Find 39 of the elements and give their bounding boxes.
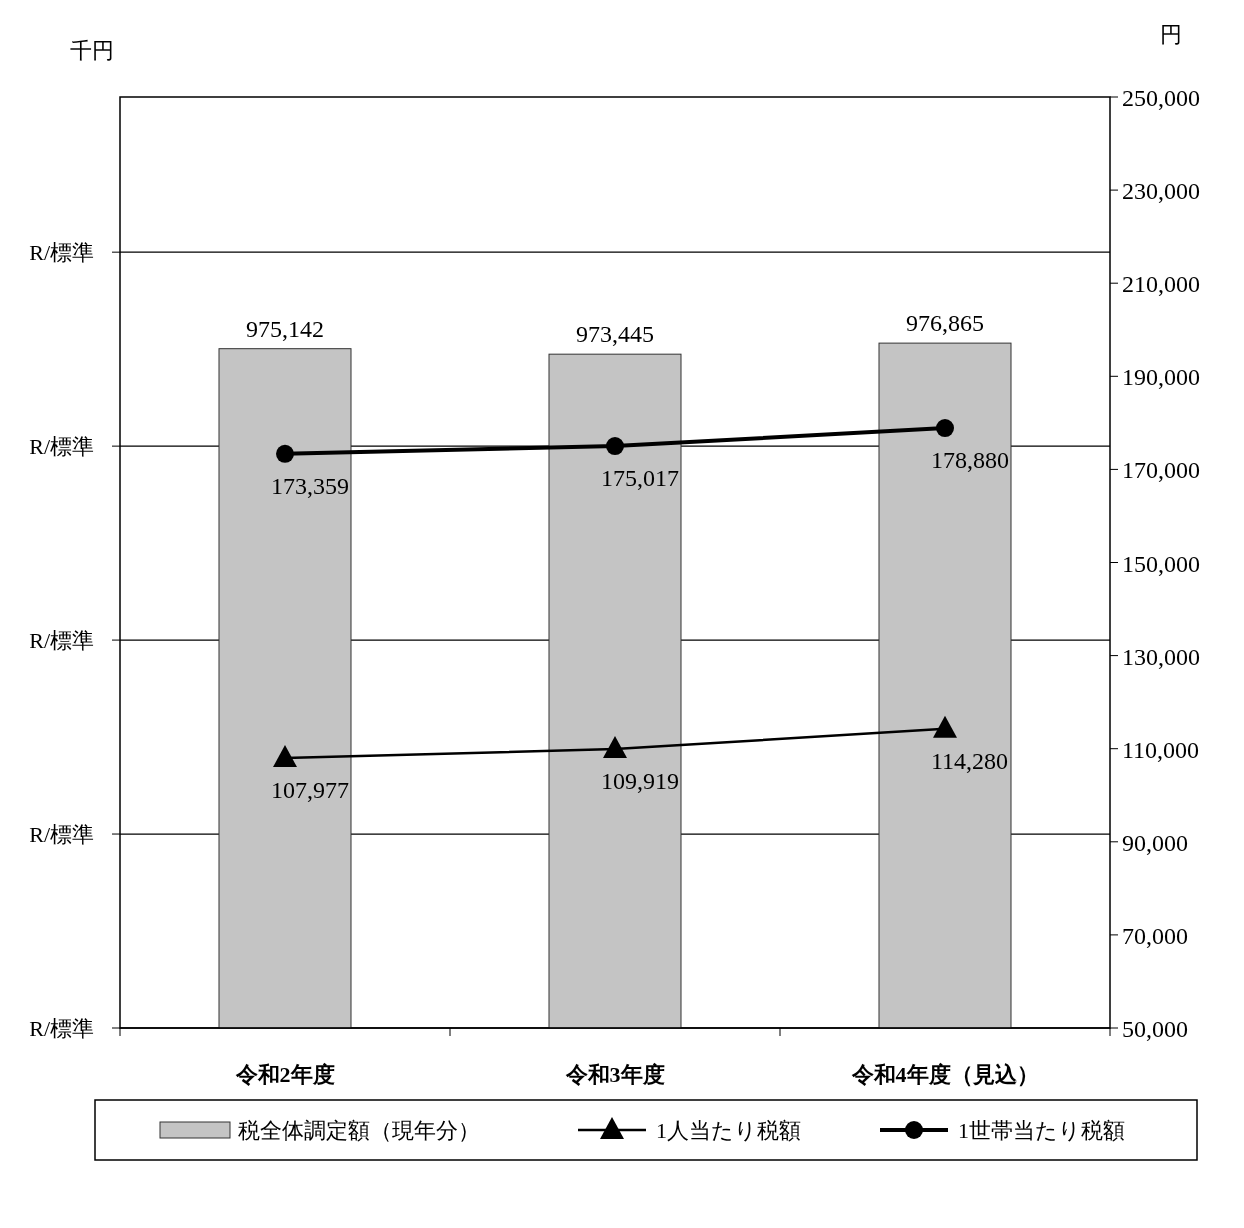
text: R/標準 — [29, 822, 94, 848]
x-tick-label: 令和3年度 — [564, 1062, 665, 1087]
text: R/標準 — [29, 1016, 94, 1041]
y2-tick-label: 90,000 — [1122, 829, 1188, 856]
x-tick-label: 令和2年度 — [234, 1062, 335, 1087]
y2-tick-label: 230,000 — [1122, 178, 1200, 205]
y2-tick-label: 150,000 — [1122, 550, 1200, 577]
data-label: 976,865 — [906, 310, 984, 337]
y2-tick-label: 70,000 — [1122, 922, 1188, 949]
data-label: 178,880 — [931, 447, 1009, 474]
y2-tick-label: 190,000 — [1122, 364, 1200, 391]
y2-axis-title: 円 — [1160, 22, 1182, 47]
y2-tick-label: 250,000 — [1122, 85, 1200, 111]
data-label: 114,280 — [931, 747, 1009, 774]
legend-label: 税全体調定額（現年分） — [238, 1118, 480, 1143]
data-label: 107,977 — [271, 777, 349, 804]
data-label: 975,142 — [246, 315, 324, 342]
point — [276, 444, 294, 463]
text: R/標準 — [29, 628, 94, 654]
text: R/標準 — [29, 434, 94, 460]
legend-label: 1世帯当たり税額 — [958, 1118, 1125, 1143]
data-label: 973,445 — [576, 321, 654, 348]
data-label: 173,359 — [271, 472, 349, 499]
point — [933, 715, 957, 738]
data-label: 109,919 — [601, 768, 679, 795]
legend-label: 1人当たり税額 — [656, 1118, 801, 1143]
point — [936, 419, 954, 438]
point — [273, 745, 297, 768]
x-tick-label: 令和4年度（見込） — [850, 1062, 1039, 1087]
y2-tick-label: 170,000 — [1122, 457, 1200, 484]
data-label: 175,017 — [601, 465, 679, 492]
y2-tick-label: 130,000 — [1122, 643, 1200, 670]
y2-tick-label: 50,000 — [1122, 1016, 1188, 1042]
y2-tick-label: 210,000 — [1122, 271, 1200, 298]
text: R/標準 — [29, 240, 94, 266]
point — [606, 437, 624, 456]
y-axis-title: 千円 — [70, 38, 114, 63]
y2-tick-label: 110,000 — [1122, 736, 1200, 763]
point — [603, 736, 627, 759]
